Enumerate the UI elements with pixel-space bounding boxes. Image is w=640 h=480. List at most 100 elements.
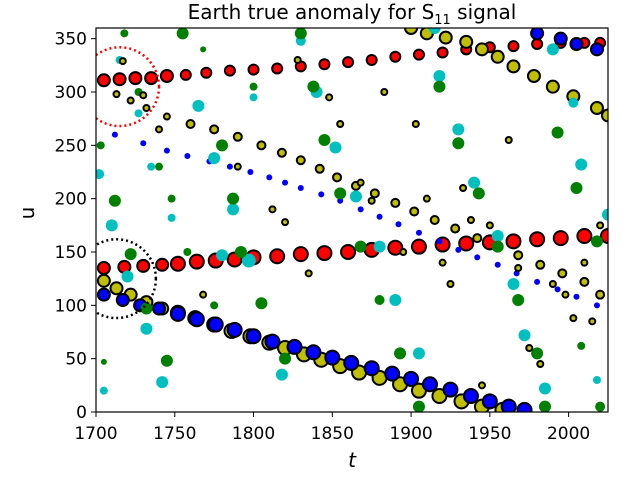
red-upper-point (271, 62, 284, 75)
red-middle-point (96, 261, 111, 275)
olive-upper-descending-point (409, 206, 420, 217)
x-tick-label: 1800 (232, 424, 275, 444)
blue-lower-descending-point (403, 370, 420, 387)
chart-title-main: Earth true anomaly for S (188, 0, 435, 24)
cyan-scatter-point (568, 97, 579, 108)
blue-upper-descending-point (474, 254, 481, 261)
green-scatter-point (318, 134, 331, 146)
olive-upper-descending-point (390, 197, 401, 208)
blue-lower-descending-point (462, 388, 479, 404)
olive-upper-descending-point (126, 96, 135, 105)
red-upper-point (96, 73, 111, 88)
green-scatter-point (249, 82, 258, 91)
green-scatter-point (538, 400, 551, 412)
cyan-scatter-point (96, 169, 105, 180)
blue-lower-descending-point (152, 301, 167, 316)
green-scatter-point (234, 246, 247, 258)
blue-upper-descending-point (111, 131, 118, 138)
cyan-scatter-point (389, 294, 402, 306)
cyan-scatter-point (412, 347, 425, 360)
olive-high-descending-point (459, 34, 474, 49)
red-middle-point (529, 231, 546, 248)
blue-lower-descending-point (264, 333, 281, 350)
olive-high-descending-point (490, 49, 505, 64)
cyan-scatter-point (349, 190, 362, 203)
olive-upper-descending-point (557, 268, 568, 279)
green-scatter-point (279, 352, 292, 365)
blue-lower-descending-point (516, 401, 533, 412)
red-upper-point (159, 69, 174, 83)
cyan-scatter-point (507, 278, 520, 290)
red-upper-point (389, 50, 402, 63)
olive-upper-descending-point (429, 215, 440, 225)
blue-upper-descending-point (573, 293, 580, 300)
red-upper-point (223, 64, 236, 77)
cyan-scatter-point (546, 43, 559, 56)
blue-lower-descending-point (421, 376, 438, 393)
blue-upper-descending-point (247, 169, 254, 175)
cyan-scatter-point (147, 162, 156, 171)
x-axis-ticks: 1700 1750 1800 1850 1900 1950 2000 (74, 412, 590, 444)
red-middle-point (269, 248, 286, 265)
small-markers-point (596, 221, 605, 230)
cyan-scatter-point (602, 208, 608, 221)
red-upper-point (247, 63, 260, 76)
small-markers-point (477, 381, 486, 390)
small-markers-point (525, 344, 534, 352)
green-scatter-point (512, 294, 525, 306)
blue-lower-descending-point (188, 311, 205, 328)
olive-upper-descending-point (332, 172, 343, 183)
cyan-scatter-point (121, 270, 134, 283)
blue-upper-descending-point (337, 197, 344, 204)
small-markers-point (438, 258, 447, 267)
cyan-scatter-point (99, 386, 108, 395)
chart-title-tail: signal (451, 0, 517, 24)
small-markers-point (139, 91, 148, 100)
blue-lower-descending-point (343, 354, 360, 371)
red-middle-point (188, 253, 205, 270)
green-scatter-point (227, 192, 240, 205)
olive-high-descending-point (601, 108, 608, 123)
y-tick-label: 100 (55, 296, 87, 316)
green-scatter-point (96, 141, 105, 150)
green-scatter-point (183, 248, 192, 256)
cyan-scatter-point (216, 249, 229, 262)
green-scatter-point (124, 248, 137, 261)
cyan-scatter-point (275, 368, 288, 381)
red-middle-point (136, 258, 151, 273)
chart-title-subscript: 11 (434, 13, 451, 28)
y-axis-label: u (15, 207, 39, 220)
green-scatter-point (374, 295, 385, 305)
blue-lower-descending-point (481, 393, 498, 410)
red-middle-point (316, 245, 333, 262)
red-middle-point (155, 257, 170, 272)
olive-high-descending-point (404, 28, 419, 35)
olive-lower-descending-point (109, 281, 124, 296)
green-scatter-point (577, 341, 586, 350)
olive-upper-descending-point (162, 112, 171, 121)
olive-upper-descending-point (472, 233, 483, 244)
blue-upper-descending-point (318, 191, 325, 198)
olive-high-descending-point (589, 101, 604, 115)
red-upper-point (436, 46, 449, 59)
blue-lower-descending-point (500, 398, 517, 412)
blue-upper-descending-point (282, 179, 289, 186)
small-markers-point (422, 194, 431, 203)
green-scatter-point (412, 400, 425, 412)
small-markers-point (325, 93, 334, 102)
small-markers-point (536, 360, 545, 368)
blue-upper-descending-point (534, 278, 541, 285)
blue-lower-descending-point (442, 381, 459, 398)
y-tick-label: 300 (55, 83, 87, 103)
red-upper-point (412, 48, 425, 61)
olive-upper-descending-point (295, 155, 306, 166)
y-tick-label: 50 (65, 350, 87, 370)
olive-upper-descending-point (535, 259, 546, 270)
olive-upper-descending-point (450, 223, 461, 234)
red-middle-point (552, 230, 569, 247)
olive-high-descending-point (506, 59, 521, 74)
cyan-scatter-point (249, 93, 258, 102)
red-upper-point (342, 56, 355, 69)
red-upper-point (318, 58, 331, 71)
